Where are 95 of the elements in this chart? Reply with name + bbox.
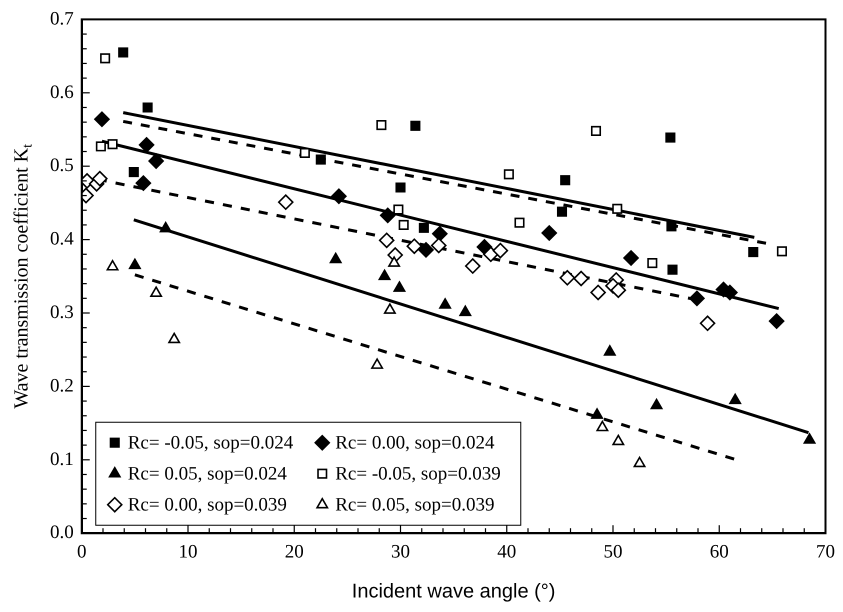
point [96,141,106,152]
point [393,281,406,292]
point [590,284,606,300]
point [100,53,110,64]
point [541,225,558,241]
point [700,315,716,332]
point [118,47,128,58]
point [666,221,676,232]
point [667,264,678,275]
point [514,218,525,228]
y-tick-label: 0.5 [50,155,74,176]
point [650,398,663,410]
point [168,332,180,344]
point [610,282,626,298]
point [138,137,154,153]
point [604,345,616,356]
point [150,286,162,297]
point [596,420,608,432]
y-tick-label: 0.3 [50,302,74,323]
point [665,132,676,143]
point [278,194,294,210]
legend-label: Rc= 0.00, sop=0.024 [335,432,495,454]
point [393,204,404,215]
point [331,188,347,204]
x-tick-label: 10 [178,542,198,563]
y-axis-title: Wave transmission coefficient Kt [10,144,36,409]
point [108,139,118,150]
point [94,111,110,128]
legend-label: Rc= 0.05, sop=0.024 [128,464,288,485]
point [729,394,742,404]
point [160,222,172,232]
x-tick-label: 70 [816,542,835,563]
legend-label: Rc= -0.05, sop=0.024 [128,432,294,454]
x-axis-title: Incident wave angle (°) [352,580,556,603]
y-tick-label: 0.6 [50,82,74,103]
x-tick-label: 50 [604,542,622,563]
y-tick-label: 0.4 [50,228,74,250]
point [492,242,508,258]
y-tick-label: 0.7 [50,8,74,30]
point [395,182,406,193]
point [378,232,394,248]
point [330,252,342,264]
point [439,298,452,309]
point [432,226,448,242]
point [590,126,602,136]
point [316,154,326,165]
legend-label: Rc= 0.05, sop=0.039 [335,494,494,516]
point [106,260,119,271]
legend-label: Rc= -0.05, sop=0.039 [335,464,501,485]
point [804,433,816,444]
point [300,148,310,158]
point [148,153,164,169]
y-tick-label: 0.0 [50,522,74,544]
point [776,246,787,256]
point [410,120,420,131]
point [459,305,472,316]
point [142,102,153,113]
point [128,258,141,270]
x-tick-label: 20 [284,542,304,563]
point [384,303,396,314]
point [464,258,481,274]
x-tick-label: 0 [77,542,86,563]
x-tick-label: 40 [497,542,516,563]
point [573,270,589,286]
point [748,247,758,258]
point [591,408,604,419]
point [136,175,152,191]
point [92,170,108,186]
point [560,175,570,186]
legend-label: Rc= 0.00, sop=0.039 [128,494,287,516]
point [634,456,646,468]
point [398,220,409,230]
point [647,258,658,268]
point [623,250,639,266]
point [406,238,422,254]
point [380,208,396,224]
point [556,206,568,217]
x-tick-label: 60 [710,542,729,563]
point [689,290,705,306]
point [128,167,139,178]
point [612,434,624,446]
y-tick-label: 0.1 [50,448,74,470]
y-tick-label: 0.2 [50,375,74,396]
point [418,222,429,233]
point [560,270,576,286]
point [418,242,434,258]
point [388,256,400,267]
point [371,358,384,369]
point [430,238,447,254]
x-tick-label: 30 [391,542,410,563]
point [612,204,622,214]
point [768,313,784,329]
point [376,120,386,130]
point [504,169,514,180]
point [378,270,391,280]
